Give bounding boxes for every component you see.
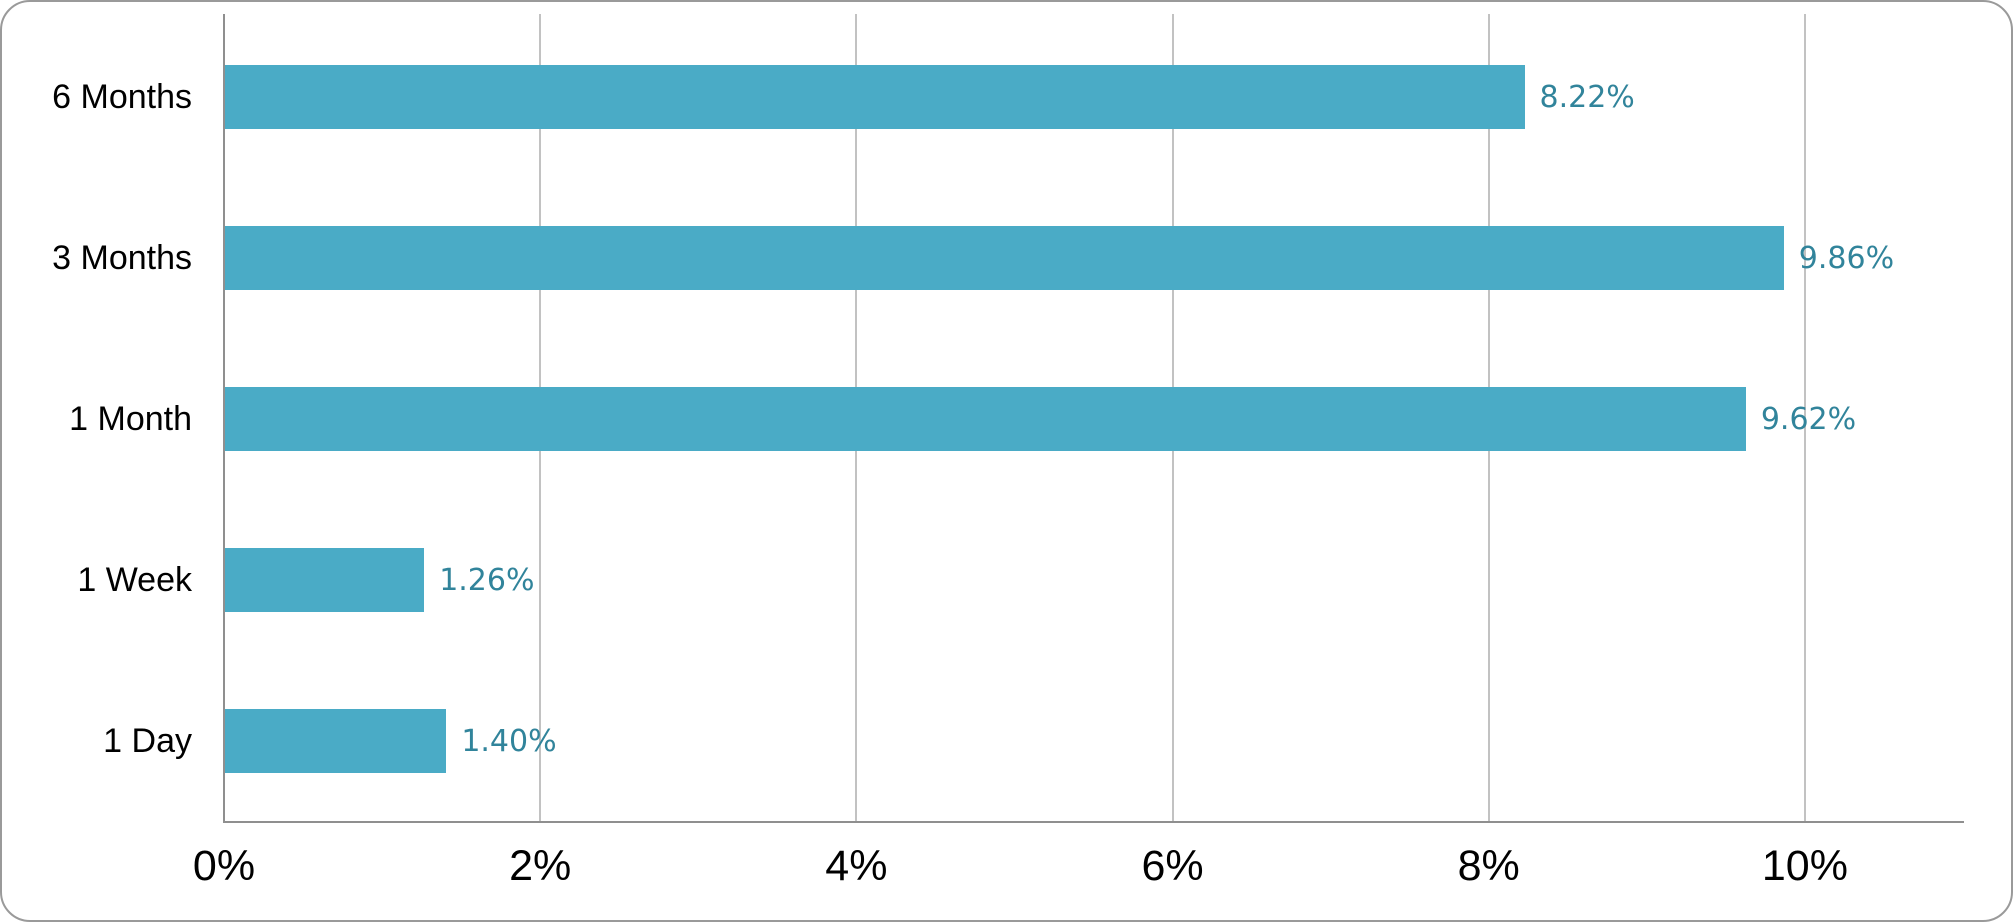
category-label-6-months: 6 Months [52, 77, 192, 116]
x-tick-label-2pct: 2% [509, 842, 572, 890]
category-label-1-month: 1 Month [69, 400, 192, 438]
data-label-1-day: 1.40% [461, 724, 557, 760]
x-tick-label-8pct: 8% [1457, 842, 1520, 890]
y-axis-line [223, 14, 225, 822]
gridline-10pct [1803, 14, 1806, 822]
bar-6-months [225, 64, 1525, 129]
bar-1-day [225, 709, 447, 774]
category-label-1-day: 1 Day [103, 722, 192, 761]
data-label-1-month: 9.62% [1760, 402, 1857, 437]
x-tick-label-6pct: 6% [1141, 842, 1204, 890]
data-label-1-week: 1.26% [439, 563, 535, 599]
category-label-1-week: 1 Week [77, 561, 192, 600]
x-tick-label-10pct: 10% [1761, 842, 1848, 890]
category-label-3-months: 3 Months [52, 238, 192, 277]
data-label-3-months: 9.86% [1798, 240, 1895, 276]
x-tick-label-4pct: 4% [825, 842, 888, 890]
x-tick-label-0pct: 0% [192, 842, 256, 890]
bar-1-week [225, 548, 425, 613]
bar-1-month [225, 387, 1746, 451]
data-label-6-months: 8.22% [1539, 79, 1635, 115]
x-axis-line [223, 821, 1964, 823]
bar-3-months [225, 225, 1784, 290]
